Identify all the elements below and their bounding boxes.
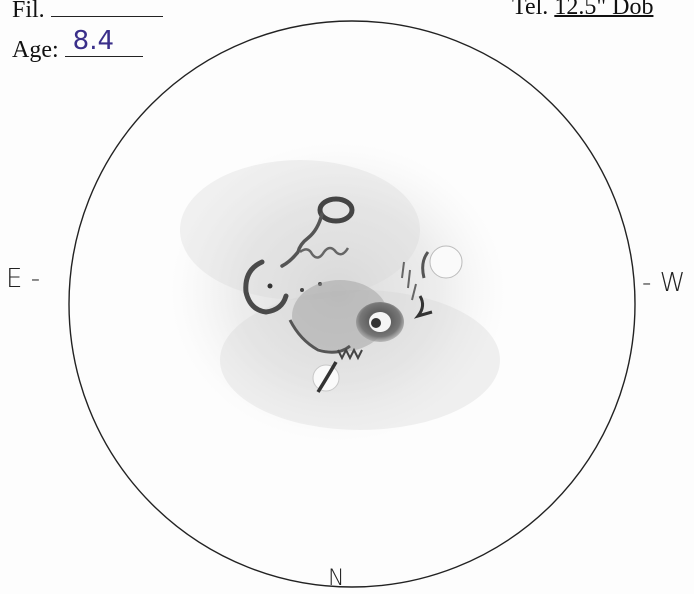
surface-shading-upper xyxy=(180,160,420,300)
age-label: Age: xyxy=(12,37,59,63)
left-crater xyxy=(243,259,289,315)
small-crater-dot xyxy=(300,288,304,292)
ridge-streaks xyxy=(401,261,417,301)
filter-field: Fil. xyxy=(12,0,163,23)
bright-dome xyxy=(429,245,463,279)
age-field: Age: 8.4 xyxy=(12,28,143,63)
crater-chain xyxy=(337,347,363,361)
telescope-value: 12.5" Dob xyxy=(554,0,654,20)
filter-label: Fil. xyxy=(12,0,45,23)
upper-ridge xyxy=(280,212,324,268)
telescope-field: Tel. 12.5" Dob xyxy=(512,0,653,20)
lower-shadow xyxy=(316,361,338,393)
telescope-label: Tel. xyxy=(512,0,549,20)
main-crater-peak xyxy=(371,318,381,328)
compass-north: N xyxy=(328,566,345,591)
surface-shading xyxy=(170,142,506,442)
right-shadow xyxy=(413,295,433,319)
age-blank: 8.4 xyxy=(64,28,143,57)
surface-shading-lower xyxy=(220,290,500,430)
filter-blank xyxy=(50,0,163,17)
compass-west: - W xyxy=(642,268,686,298)
upper-crater xyxy=(317,196,355,224)
compass-east: E - xyxy=(6,264,41,294)
eyepiece-field-circle xyxy=(68,20,636,588)
small-crater-dot xyxy=(318,282,322,286)
left-crater-peak xyxy=(267,283,273,289)
age-value: 8.4 xyxy=(72,26,115,56)
wavy-rille xyxy=(299,246,350,259)
dome-shadow xyxy=(421,251,430,279)
basin-rim xyxy=(288,319,351,354)
